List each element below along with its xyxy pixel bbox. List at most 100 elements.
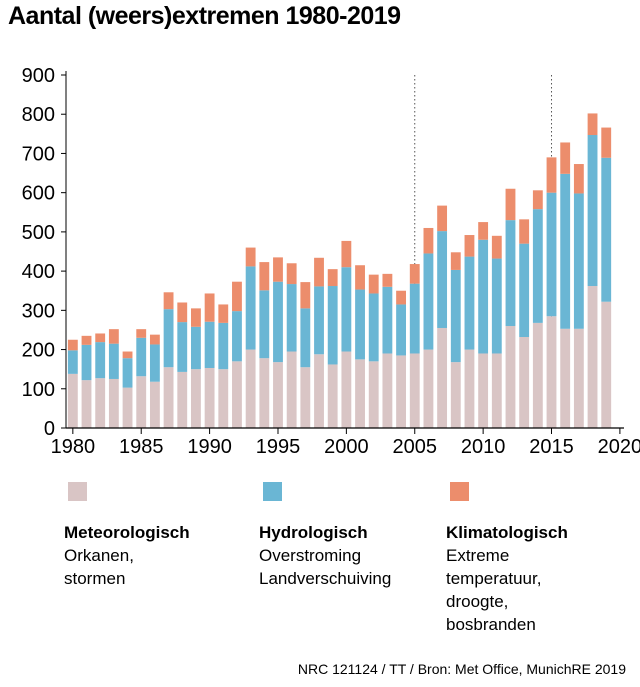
bar-klimatologisch-1995 [273,257,283,282]
y-tick-label-900: 900 [22,65,55,87]
bar-meteorologisch-1995 [273,362,283,428]
bar-klimatologisch-1991 [218,304,229,323]
bar-klimatologisch-2015 [546,157,557,193]
axes [65,71,624,429]
bar-klimatologisch-2018 [587,113,598,136]
bar-klimatologisch-1985 [136,329,147,338]
bar-klimatologisch-1993 [245,247,256,267]
x-tick-label-1995: 1995 [256,436,301,458]
legend-label-hydrologisch: Hydrologisch [259,523,368,542]
bar-meteorologisch-2003 [382,353,393,428]
legend-meteorologisch: Meteorologisch Orkanen, stormen [64,482,190,590]
bar-hydrologisch-2014 [532,209,543,323]
y-tick-label-800: 800 [22,104,55,126]
bar-hydrologisch-2019 [601,157,612,302]
bar-klimatologisch-2000 [341,240,352,268]
legend-hydrologisch: Hydrologisch Overstroming Landverschuivi… [259,482,391,590]
x-tick-label-1985: 1985 [119,436,164,458]
y-tick-label-400: 400 [22,261,55,283]
bar-meteorologisch-1983 [108,378,119,428]
bar-meteorologisch-2013 [519,337,530,428]
bar-klimatologisch-1996 [286,263,297,285]
bar-hydrologisch-2003 [382,286,393,354]
bar-meteorologisch-1992 [232,361,242,428]
x-tick-label-2010: 2010 [461,436,506,458]
bar-hydrologisch-2016 [560,173,571,329]
bar-hydrologisch-1991 [218,322,229,370]
stacked-bar-chart: 0 100 200 300 400 500 600 700 800 900 1980 1985 199… [22,65,640,458]
bar-klimatologisch-1999 [327,269,338,287]
bar-hydrologisch-1995 [273,281,283,363]
bar-meteorologisch-1980 [67,373,78,428]
bar-meteorologisch-2019 [601,301,612,428]
bar-hydrologisch-1997 [300,308,311,368]
bar-meteorologisch-2009 [464,349,475,428]
bar-hydrologisch-2005 [409,283,420,354]
bar-meteorologisch-1994 [259,358,270,428]
bar-meteorologisch-2017 [573,328,584,428]
bar-hydrologisch-2008 [450,269,461,363]
bar-meteorologisch-2008 [450,362,461,428]
bar-hydrologisch-2000 [341,267,352,352]
bar-klimatologisch-2010 [478,222,489,240]
bar-klimatologisch-1992 [232,281,242,312]
x-tick-label-2005: 2005 [393,436,438,458]
bar-meteorologisch-1998 [314,354,324,428]
bar-klimatologisch-2009 [464,235,475,257]
bar-hydrologisch-2004 [396,304,406,356]
x-tick-label-2015: 2015 [529,436,574,458]
bar-hydrologisch-1987 [163,309,174,368]
source-note: NRC 121124 / TT / Bron: Met Office, Muni… [297,661,626,677]
bar-hydrologisch-1981 [81,344,92,381]
bar-meteorologisch-2011 [491,353,502,428]
x-tick-label-2020: 2020 [598,436,640,458]
bar-meteorologisch-2015 [546,316,557,428]
bar-klimatologisch-1987 [163,292,174,310]
bar-hydrologisch-1999 [327,286,338,365]
bar-klimatologisch-2001 [355,265,365,290]
x-tick-label-2000: 2000 [324,436,369,458]
bar-meteorologisch-1987 [163,367,174,428]
bar-hydrologisch-1990 [204,321,215,368]
bar-meteorologisch-1996 [286,351,297,428]
bar-meteorologisch-1999 [327,364,338,428]
legend-swatch-meteorologisch [68,482,87,501]
bar-meteorologisch-1988 [177,371,188,428]
y-tick-label-0: 0 [44,418,55,440]
y-tick-labels: 0 100 200 300 400 500 600 700 800 900 [22,65,66,440]
bar-hydrologisch-2009 [464,256,475,350]
bar-klimatologisch-1983 [108,329,119,344]
bar-klimatologisch-2017 [573,164,584,194]
bar-meteorologisch-1993 [245,349,256,428]
bar-meteorologisch-1991 [218,369,229,428]
legend-klimatologisch: Klimatologisch Extreme temperatuur, droo… [446,482,568,636]
bar-meteorologisch-1986 [149,381,160,428]
bar-meteorologisch-2010 [478,353,489,428]
legend-label-meteorologisch: Meteorologisch [64,523,190,542]
legend-desc-hydrologisch: Overstroming Landverschuiving [259,546,392,588]
bar-klimatologisch-2012 [505,188,516,221]
bar-meteorologisch-2016 [560,328,571,428]
bar-meteorologisch-1981 [81,380,92,428]
bar-klimatologisch-1998 [314,257,324,287]
bar-meteorologisch-2004 [396,355,406,428]
bar-hydrologisch-1980 [67,350,78,374]
bar-hydrologisch-2013 [519,243,530,338]
bar-meteorologisch-2001 [355,359,365,428]
legend-desc-meteorologisch: Orkanen, stormen [64,546,134,588]
bar-klimatologisch-1984 [122,351,133,359]
y-tick-label-600: 600 [22,183,55,205]
y-tick-label-300: 300 [22,300,55,322]
bars [67,113,612,428]
bar-hydrologisch-1998 [314,286,324,355]
bar-meteorologisch-2014 [532,322,543,428]
bar-hydrologisch-2011 [491,258,502,354]
y-tick-label-200: 200 [22,340,55,362]
bar-klimatologisch-1997 [300,282,311,309]
bar-hydrologisch-1989 [191,326,201,370]
bar-klimatologisch-1990 [204,293,215,322]
legend-label-klimatologisch: Klimatologisch [446,523,568,542]
bar-hydrologisch-2018 [587,135,598,287]
y-tick-label-500: 500 [22,222,55,244]
bar-klimatologisch-2004 [396,290,406,305]
